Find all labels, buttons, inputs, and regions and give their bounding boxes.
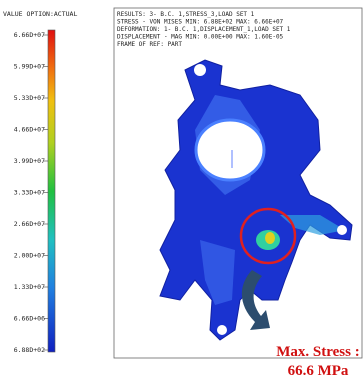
fea-screenshot: VALUE OPTION:ACTUAL 6.66D+07 5.99D+07 5.33… bbox=[0, 0, 364, 384]
legend-label: 4.66D+07 bbox=[14, 126, 45, 134]
header-line: DEFORMATION: 1- B.C. 1,DISPLACEMENT_1,LO… bbox=[117, 26, 291, 33]
annotation: Max. Stress : 66.6 MPa bbox=[276, 344, 359, 379]
part-model bbox=[160, 60, 352, 340]
legend-label: 2.00D+07 bbox=[14, 252, 45, 260]
legend-title: VALUE OPTION:ACTUAL bbox=[3, 10, 77, 18]
header-line: STRESS - VON MISES MIN: 6.88E+02 MAX: 6.… bbox=[117, 19, 284, 26]
legend-label: 5.33D+07 bbox=[14, 94, 45, 102]
color-bar bbox=[48, 30, 55, 352]
annotation-line: 66.6 MPa bbox=[288, 363, 349, 379]
header-line: RESULTS: 3- B.C. 1,STRESS_3,LOAD SET 1 bbox=[117, 11, 255, 18]
legend-labels: 6.66D+07 5.99D+07 5.33D+07 4.66D+07 3.99D+07… bbox=[14, 31, 48, 354]
legend-label: 6.66D+06 bbox=[14, 315, 45, 323]
annotation-line: Max. Stress : bbox=[276, 344, 359, 360]
legend-label: 6.88D+02 bbox=[14, 346, 45, 354]
header-line: FRAME OF REF: PART bbox=[117, 41, 182, 48]
legend-label: 3.33D+07 bbox=[14, 189, 45, 197]
legend-label: 6.66D+07 bbox=[14, 31, 45, 39]
header: RESULTS: 3- B.C. 1,STRESS_3,LOAD SET 1ST… bbox=[117, 11, 291, 48]
header-line: DISPLACEMENT - MAG MIN: 0.00E+00 MAX: 1.… bbox=[117, 34, 284, 41]
legend-label: 3.99D+07 bbox=[14, 157, 45, 165]
legend-label: 1.33D+07 bbox=[14, 283, 45, 291]
legend-label: 2.66D+07 bbox=[14, 220, 45, 228]
legend-label: 5.99D+07 bbox=[14, 63, 45, 71]
